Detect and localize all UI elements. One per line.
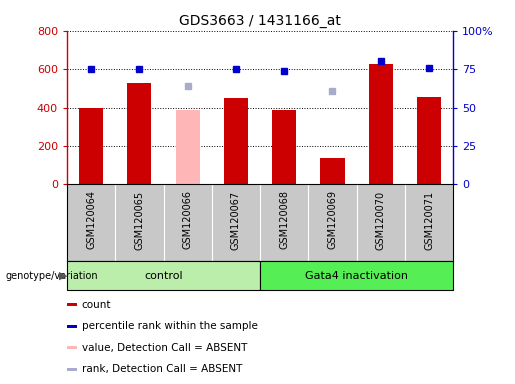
Text: percentile rank within the sample: percentile rank within the sample <box>81 321 258 331</box>
Bar <box>272 111 296 184</box>
Bar <box>67 303 77 306</box>
Text: rank, Detection Call = ABSENT: rank, Detection Call = ABSENT <box>81 364 242 374</box>
Bar <box>67 324 77 328</box>
Text: count: count <box>81 300 111 310</box>
Text: GSM120067: GSM120067 <box>231 190 241 250</box>
Bar <box>127 83 151 184</box>
Text: ▶: ▶ <box>59 270 67 281</box>
Bar <box>67 261 260 290</box>
Bar <box>320 158 345 184</box>
Text: GSM120066: GSM120066 <box>183 190 193 250</box>
Text: GSM120071: GSM120071 <box>424 190 434 250</box>
Bar <box>67 368 77 371</box>
Text: GSM120064: GSM120064 <box>86 190 96 250</box>
Text: GSM120065: GSM120065 <box>134 190 144 250</box>
Text: GSM120068: GSM120068 <box>279 190 289 250</box>
Bar <box>176 111 200 184</box>
Text: genotype/variation: genotype/variation <box>5 270 98 281</box>
Bar <box>224 98 248 184</box>
Text: GSM120070: GSM120070 <box>376 190 386 250</box>
Text: GSM120069: GSM120069 <box>328 190 337 250</box>
Bar <box>260 261 453 290</box>
Bar <box>417 97 441 184</box>
Text: control: control <box>144 270 183 281</box>
Title: GDS3663 / 1431166_at: GDS3663 / 1431166_at <box>179 14 341 28</box>
Bar <box>369 64 393 184</box>
Bar <box>79 108 103 184</box>
Text: Gata4 inactivation: Gata4 inactivation <box>305 270 408 281</box>
Text: value, Detection Call = ABSENT: value, Detection Call = ABSENT <box>81 343 247 353</box>
Bar <box>67 346 77 349</box>
